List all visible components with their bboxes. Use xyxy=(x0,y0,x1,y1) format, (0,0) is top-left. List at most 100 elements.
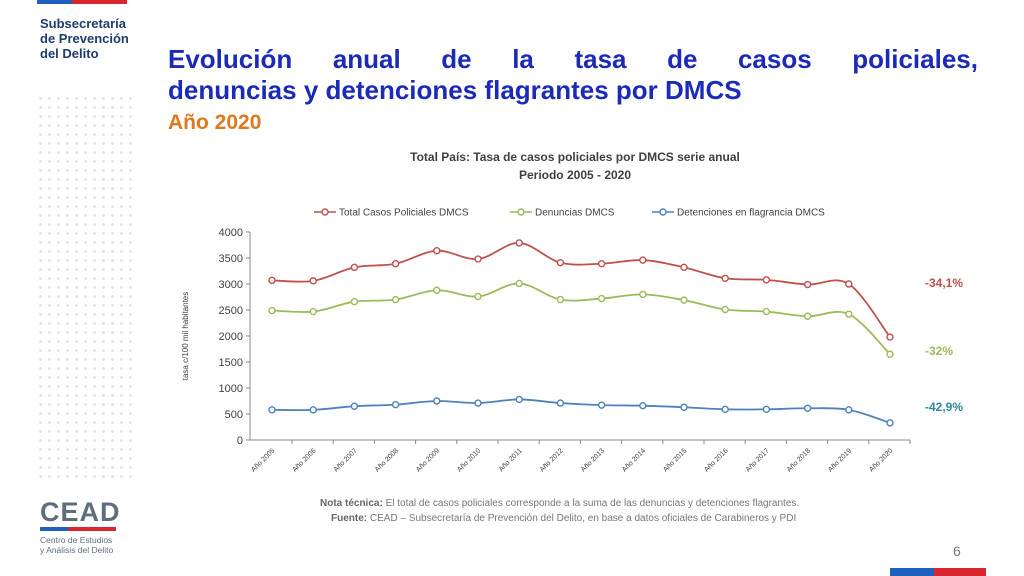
legend-marker xyxy=(659,208,667,216)
data-point xyxy=(515,395,523,404)
note-label: Nota técnica: xyxy=(320,498,383,509)
cead-sub-2: y Análisis del Delito xyxy=(40,545,114,555)
dot-pattern-decoration xyxy=(36,94,132,484)
x-tick-label: Año 2005 xyxy=(250,447,276,473)
data-point xyxy=(721,305,729,314)
data-point xyxy=(762,276,771,284)
data-point xyxy=(433,397,441,405)
data-point xyxy=(350,263,359,272)
series-line xyxy=(271,398,891,424)
data-point xyxy=(309,277,317,285)
data-point xyxy=(556,399,565,407)
data-point xyxy=(721,405,729,414)
org-line-3: del Delito xyxy=(40,46,99,61)
data-point xyxy=(803,312,812,320)
data-point xyxy=(597,401,606,409)
data-point xyxy=(803,280,812,289)
data-point xyxy=(515,279,523,288)
title-word: policiales, xyxy=(852,44,978,74)
data-point xyxy=(268,406,276,414)
x-tick-label: Año 2007 xyxy=(333,447,359,473)
source-label: Fuente: xyxy=(331,513,368,524)
x-tick-label: Año 2020 xyxy=(868,447,894,473)
x-tick-label: Año 2016 xyxy=(703,447,729,473)
legend-label: Detenciones en flagrancia DMCS xyxy=(677,208,825,219)
y-tick-label: 0 xyxy=(237,435,243,447)
note-text: El total de casos policiales corresponde… xyxy=(382,498,800,509)
data-point xyxy=(391,400,400,409)
flag-stripe-top xyxy=(37,0,127,4)
data-point xyxy=(639,401,647,410)
data-point xyxy=(474,255,482,263)
page-subtitle: Año 2020 xyxy=(168,111,262,134)
title-word: la xyxy=(512,44,534,74)
org-line-1: Subsecretaría xyxy=(40,16,126,31)
chart-footnote: Nota técnica: El total de casos policial… xyxy=(320,496,799,526)
title-word: anual xyxy=(332,44,401,74)
x-tick-label: Año 2011 xyxy=(498,447,524,473)
y-tick-label: 1500 xyxy=(219,357,243,369)
x-tick-label: Año 2008 xyxy=(374,447,400,473)
y-axis-label: tasa c/100 mil habitantes xyxy=(181,292,190,381)
data-point xyxy=(433,286,441,294)
x-tick-label: Año 2009 xyxy=(415,447,441,473)
data-point xyxy=(268,276,276,285)
data-point xyxy=(474,399,482,407)
x-tick-label: Año 2010 xyxy=(456,447,482,473)
title-line-2: denuncias y detenciones flagrantes por D… xyxy=(168,75,742,105)
legend-marker xyxy=(517,208,525,216)
series-end-label: -42,9% xyxy=(925,400,963,414)
cead-logo-text: CEAD xyxy=(40,497,121,527)
data-point xyxy=(309,406,317,414)
data-point xyxy=(268,306,276,315)
data-point xyxy=(309,307,317,316)
data-point xyxy=(639,256,647,264)
data-point xyxy=(845,280,853,288)
title-word: tasa xyxy=(574,44,627,74)
y-tick-label: 2500 xyxy=(219,305,243,317)
data-point xyxy=(474,292,482,301)
title-word: Evolución xyxy=(168,44,293,74)
title-word: casos xyxy=(737,44,812,74)
x-tick-label: Año 2018 xyxy=(786,447,812,473)
chart-subtitle: Periodo 2005 - 2020 xyxy=(519,168,631,182)
series-end-label: -32% xyxy=(925,344,953,358)
data-point xyxy=(680,296,688,304)
x-tick-label: Año 2017 xyxy=(745,447,771,473)
y-tick-label: 4000 xyxy=(219,227,243,239)
legend-marker xyxy=(321,208,329,216)
legend-label: Total Casos Policiales DMCS xyxy=(339,208,469,219)
data-point xyxy=(680,403,688,411)
series-line xyxy=(271,282,891,355)
flag-stripe-bottom xyxy=(890,568,986,576)
data-point xyxy=(597,260,606,268)
data-point xyxy=(762,307,771,316)
y-tick-label: 2000 xyxy=(219,331,243,343)
title-line-1: Evolución anual de la tasa de casos policiales, xyxy=(168,44,978,75)
title-word: de xyxy=(441,44,472,74)
cead-logo-stripe xyxy=(40,527,116,531)
data-point xyxy=(433,247,441,255)
data-point xyxy=(597,294,606,303)
data-point xyxy=(680,263,688,272)
data-point xyxy=(350,297,359,306)
data-point xyxy=(639,290,647,299)
series-line xyxy=(271,242,891,338)
title-word: de xyxy=(667,44,698,74)
data-point xyxy=(515,239,523,247)
data-point xyxy=(721,274,729,282)
org-line-2: de Prevención xyxy=(40,31,129,46)
data-point xyxy=(803,404,812,412)
data-point xyxy=(845,310,853,318)
x-tick-label: Año 2013 xyxy=(580,447,606,473)
data-point xyxy=(556,295,565,304)
data-point xyxy=(391,260,400,268)
series-end-label: -34,1% xyxy=(925,276,963,290)
cead-logo: CEAD Centro de Estudios y Análisis del D… xyxy=(40,498,121,555)
x-tick-label: Año 2014 xyxy=(621,447,647,473)
data-point xyxy=(556,258,565,267)
data-point xyxy=(845,406,853,414)
y-tick-label: 3500 xyxy=(219,253,243,265)
org-name: Subsecretaría de Prevención del Delito xyxy=(40,16,150,61)
